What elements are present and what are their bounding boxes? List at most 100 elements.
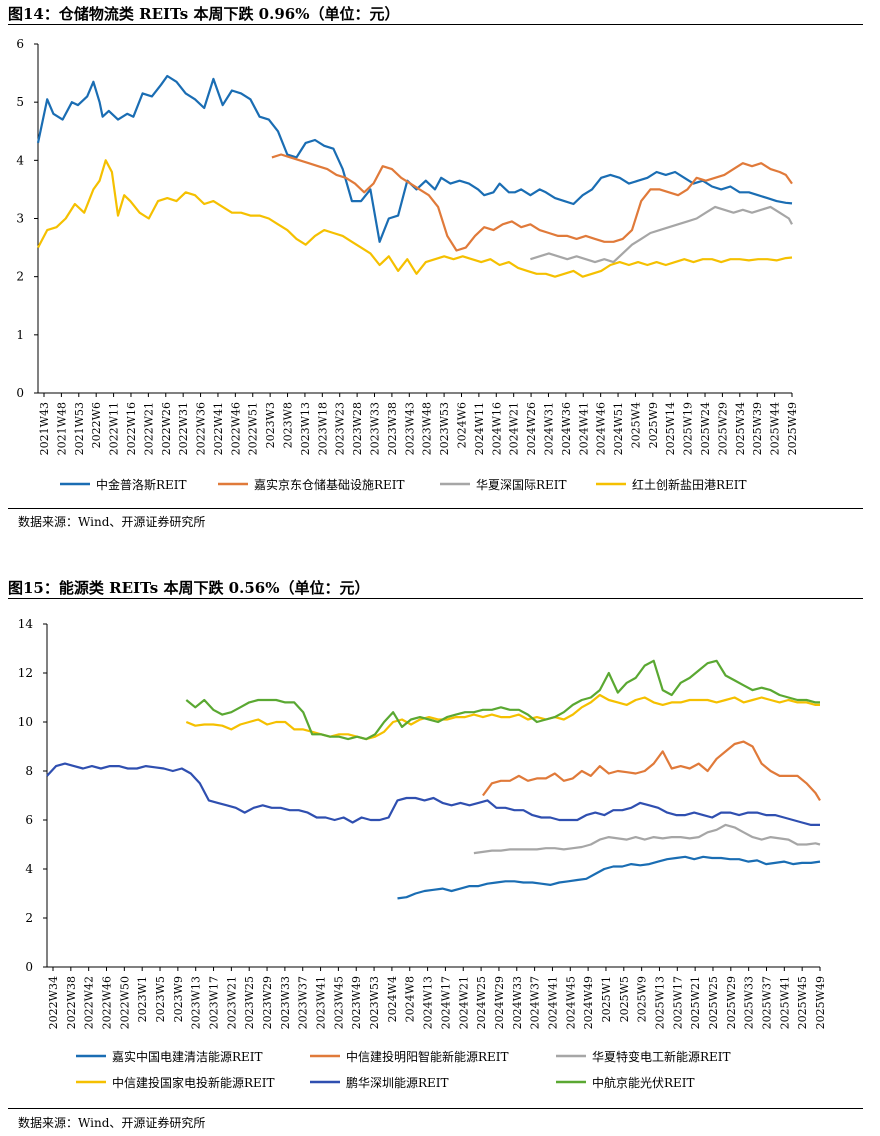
x-tick-label: 2022W46 bbox=[229, 402, 242, 455]
legend-label: 嘉实京东仓储基础设施REIT bbox=[254, 477, 405, 492]
y-tick-label: 2 bbox=[25, 911, 33, 925]
y-tick-label: 14 bbox=[18, 617, 34, 631]
x-tick-label: 2024W31 bbox=[542, 402, 555, 455]
x-tick-label: 2021W53 bbox=[73, 402, 86, 455]
x-tick-label: 2022W34 bbox=[47, 976, 60, 1029]
figure-14-top-rule bbox=[8, 24, 863, 25]
legend-label: 华夏特变电工新能源REIT bbox=[592, 1049, 731, 1064]
y-tick-label: 12 bbox=[18, 666, 33, 680]
x-tick-label: 2024W29 bbox=[493, 976, 506, 1029]
x-tick-label: 2024W41 bbox=[546, 976, 559, 1029]
x-tick-label: 2024W8 bbox=[404, 976, 417, 1022]
series-line-1 bbox=[36, 74, 793, 243]
x-tick-label: 2025W5 bbox=[618, 976, 631, 1022]
x-tick-label: 2025W45 bbox=[796, 976, 809, 1029]
series-line-6 bbox=[185, 659, 820, 741]
x-tick-label: 2025W37 bbox=[760, 976, 773, 1029]
x-tick-label: 2023W1 bbox=[136, 976, 149, 1022]
x-tick-label: 2025W49 bbox=[814, 976, 827, 1029]
legend-label: 中金普洛斯REIT bbox=[96, 477, 187, 492]
x-tick-label: 2022W6 bbox=[90, 402, 103, 448]
figure-15-source: 数据来源：Wind、开源证券研究所 bbox=[18, 1116, 206, 1130]
x-tick-label: 2025W9 bbox=[636, 976, 649, 1022]
x-tick-label: 2025W29 bbox=[716, 402, 729, 455]
x-tick-label: 2021W43 bbox=[38, 402, 51, 455]
x-tick-label: 2023W18 bbox=[316, 402, 329, 455]
x-tick-label: 2023W8 bbox=[282, 402, 295, 448]
x-tick-label: 2024W51 bbox=[612, 402, 625, 455]
x-tick-label: 2025W25 bbox=[707, 976, 720, 1029]
y-tick-label: 8 bbox=[25, 764, 33, 778]
x-tick-label: 2024W11 bbox=[473, 402, 486, 455]
x-tick-label: 2025W21 bbox=[689, 976, 702, 1029]
series-line-4 bbox=[185, 693, 820, 741]
x-tick-label: 2023W29 bbox=[261, 976, 274, 1029]
x-tick-label: 2025W19 bbox=[682, 402, 695, 455]
series-line-2 bbox=[482, 740, 821, 801]
x-tick-label: 2024W41 bbox=[577, 402, 590, 455]
x-tick-label: 2025W29 bbox=[725, 976, 738, 1029]
x-tick-label: 2023W23 bbox=[334, 402, 347, 455]
x-tick-label: 2024W21 bbox=[508, 402, 521, 455]
y-tick-label: 1 bbox=[16, 328, 24, 342]
y-tick-label: 5 bbox=[16, 95, 24, 109]
x-tick-label: 2025W33 bbox=[743, 976, 756, 1029]
x-tick-label: 2024W46 bbox=[595, 402, 608, 455]
x-tick-label: 2023W33 bbox=[369, 402, 382, 455]
figure-14-title: 图14：仓储物流类 REITs 本周下跌 0.96%（单位：元） bbox=[8, 5, 400, 23]
x-tick-label: 2023W21 bbox=[225, 976, 238, 1029]
x-tick-label: 2024W37 bbox=[529, 976, 542, 1029]
legend-label: 嘉实中国电建清洁能源REIT bbox=[112, 1049, 263, 1064]
y-tick-label: 4 bbox=[16, 153, 24, 167]
x-tick-label: 2025W24 bbox=[699, 402, 712, 455]
x-tick-label: 2023W53 bbox=[438, 402, 451, 455]
figure-15-title: 图15：能源类 REITs 本周下跌 0.56%（单位：元） bbox=[8, 579, 370, 597]
x-tick-label: 2025W49 bbox=[786, 402, 799, 455]
x-tick-label: 2024W6 bbox=[455, 402, 468, 448]
x-tick-label: 2023W3 bbox=[264, 402, 277, 448]
series-line-2 bbox=[271, 153, 793, 252]
y-tick-label: 0 bbox=[25, 960, 33, 974]
x-tick-label: 2023W53 bbox=[368, 976, 381, 1029]
x-tick-label: 2024W45 bbox=[564, 976, 577, 1029]
x-tick-label: 2023W48 bbox=[421, 402, 434, 455]
x-tick-label: 2022W51 bbox=[247, 402, 260, 455]
x-tick-label: 2023W37 bbox=[297, 976, 310, 1029]
x-tick-label: 2022W26 bbox=[160, 402, 173, 455]
legend-label: 华夏深国际REIT bbox=[476, 478, 567, 492]
figure-15-bottom-rule bbox=[8, 1108, 863, 1109]
legend-label: 鹏华深圳能源REIT bbox=[346, 1076, 449, 1090]
x-tick-label: 2023W45 bbox=[332, 976, 345, 1029]
x-tick-label: 2022W21 bbox=[142, 402, 155, 455]
x-tick-label: 2025W41 bbox=[778, 976, 791, 1029]
x-tick-label: 2024W4 bbox=[386, 976, 399, 1022]
x-tick-label: 2021W48 bbox=[55, 402, 68, 455]
x-tick-label: 2023W9 bbox=[172, 976, 185, 1022]
x-tick-label: 2023W41 bbox=[315, 976, 328, 1029]
x-tick-label: 2022W36 bbox=[195, 402, 208, 455]
legend-label: 中航京能光伏REIT bbox=[592, 1075, 695, 1090]
x-tick-label: 2025W9 bbox=[647, 402, 660, 448]
series-line-1 bbox=[397, 855, 821, 900]
figure-15-top-rule bbox=[8, 598, 863, 599]
y-tick-label: 10 bbox=[18, 715, 33, 729]
x-tick-label: 2023W13 bbox=[190, 976, 203, 1029]
x-tick-label: 2022W31 bbox=[177, 402, 190, 455]
x-tick-label: 2023W28 bbox=[351, 402, 364, 455]
y-tick-label: 3 bbox=[16, 212, 24, 226]
x-tick-label: 2023W25 bbox=[243, 976, 256, 1029]
y-tick-label: 6 bbox=[16, 37, 24, 51]
legend-label: 中信建投明阳智能新能源REIT bbox=[346, 1049, 509, 1064]
x-tick-label: 2025W17 bbox=[671, 976, 684, 1029]
x-tick-label: 2025W39 bbox=[751, 402, 764, 455]
figure-14-bottom-rule bbox=[8, 508, 863, 509]
x-tick-label: 2024W36 bbox=[560, 402, 573, 455]
series-line-4 bbox=[37, 159, 793, 278]
x-tick-label: 2022W42 bbox=[83, 976, 96, 1029]
x-tick-label: 2022W41 bbox=[212, 402, 225, 455]
x-tick-label: 2025W44 bbox=[769, 402, 782, 455]
figure-15-chart: 0 2 4 6 8 10 12 14 2022W34 2022W38 2022W42 2022W46 2… bbox=[18, 617, 827, 1090]
x-tick-label: 2023W33 bbox=[279, 976, 292, 1029]
x-tick-label: 2022W50 bbox=[118, 976, 131, 1029]
x-tick-label: 2024W16 bbox=[490, 402, 503, 455]
